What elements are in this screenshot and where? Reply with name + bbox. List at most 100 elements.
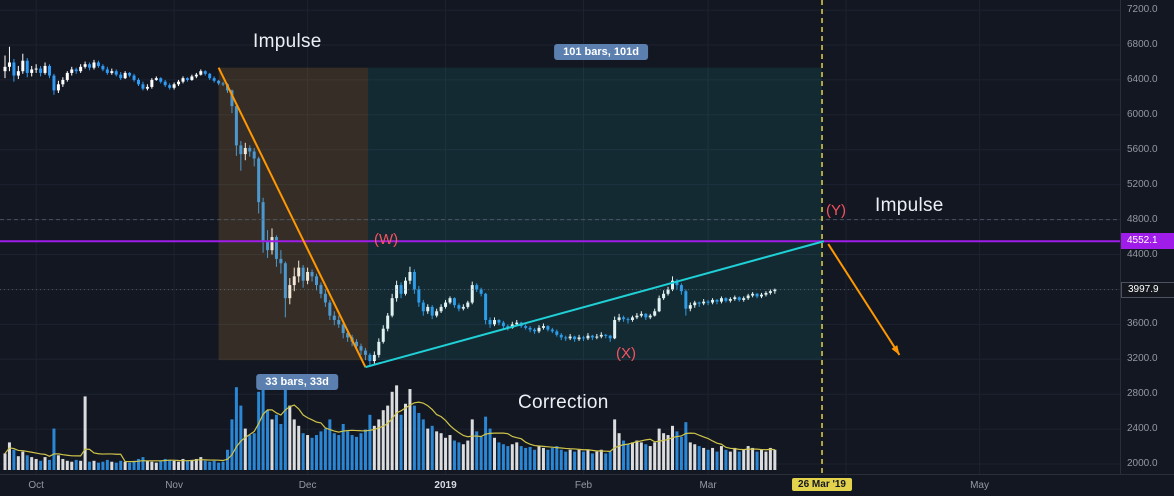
time-axis[interactable]: 26 Mar '19 Oct Nov Dec 2019 Feb Mar May: [0, 474, 1174, 496]
candle-body: [559, 334, 563, 338]
candle-body: [626, 319, 630, 321]
time-axis-label: Nov: [165, 480, 183, 491]
candle-body: [506, 326, 510, 328]
candle-body: [141, 84, 145, 89]
candle-body: [114, 71, 118, 75]
wave-label-x: (X): [616, 345, 636, 362]
candle-body: [555, 331, 559, 335]
candle-body: [39, 68, 43, 73]
volume-bar: [230, 419, 234, 470]
candle-body: [203, 71, 207, 74]
volume-bar: [564, 451, 568, 470]
volume-bar: [630, 442, 634, 470]
volume-bar: [417, 412, 421, 470]
candle-body: [301, 267, 305, 281]
volume-bar: [381, 410, 385, 470]
candle-body: [30, 69, 34, 73]
volume-bar: [212, 460, 216, 470]
volume-bar: [728, 451, 732, 470]
volume-bar: [470, 419, 474, 470]
volume-bar: [323, 428, 327, 470]
candle-body: [154, 78, 158, 80]
candle-body: [550, 329, 554, 332]
volume-bar: [52, 428, 56, 470]
volume-bar: [288, 405, 292, 470]
candle-body: [341, 324, 345, 334]
candle-body: [43, 65, 47, 73]
time-axis-label: 2019: [434, 480, 457, 491]
candle-body: [217, 80, 221, 84]
candle-body: [613, 319, 617, 339]
volume-bar: [684, 422, 688, 470]
candle-body: [221, 83, 225, 85]
candle-body: [662, 293, 666, 299]
candle-body: [261, 202, 265, 242]
candle-body: [390, 298, 394, 316]
volume-bar: [586, 449, 590, 470]
price-axis[interactable]: 4552.1 3997.9 7200.0 6800.0 6400.0 6000.0 56…: [1120, 0, 1174, 474]
volume-bar: [372, 425, 376, 470]
volume-bar: [177, 461, 181, 470]
candle-body: [404, 280, 407, 294]
volume-bar: [16, 456, 20, 470]
volume-bar: [399, 414, 403, 470]
volume-bar: [270, 419, 274, 470]
candle-body: [479, 289, 483, 294]
date-range-badge-101[interactable]: 101 bars, 101d: [554, 44, 648, 60]
alert-price-label: 4552.1: [1121, 233, 1174, 250]
candle-body: [132, 75, 136, 80]
candle-body: [617, 317, 621, 320]
volume-bar: [493, 437, 496, 470]
volume-bar: [74, 459, 78, 470]
volume-bar: [96, 462, 100, 470]
candle-body: [493, 319, 496, 325]
volume-bar: [541, 447, 545, 470]
price-axis-label: 5200.0: [1127, 178, 1158, 190]
candle-body: [306, 271, 310, 281]
range-box-teal: [368, 67, 823, 361]
candle-body: [243, 148, 247, 155]
volume-bar: [70, 461, 74, 470]
volume-bar: [119, 460, 123, 470]
candle-body: [323, 293, 327, 303]
time-axis-label: Mar: [699, 480, 717, 491]
candle-body: [137, 79, 140, 85]
volume-bar: [181, 458, 185, 470]
candle-body: [48, 65, 51, 76]
candle-body: [751, 293, 755, 296]
candle-body: [488, 319, 492, 325]
volume-bar: [7, 442, 11, 470]
volume-bar: [768, 447, 772, 470]
volume-bar: [83, 396, 87, 470]
price-axis-label: 3600.0: [1127, 318, 1158, 330]
candle-body: [208, 73, 212, 79]
volume-bar: [123, 461, 127, 470]
date-range-badge-33[interactable]: 33 bars, 33d: [256, 374, 338, 390]
volume-bar: [546, 449, 550, 470]
volume-bar: [537, 446, 541, 470]
projection-arrow: [827, 243, 901, 356]
candle-body: [266, 241, 270, 251]
candle-body: [52, 75, 56, 91]
volume-bar: [644, 444, 648, 470]
candle-body: [88, 64, 92, 68]
candle-body: [386, 315, 390, 329]
candle-body: [381, 328, 385, 342]
candle-body: [582, 337, 585, 339]
volume-bar: [648, 446, 652, 470]
candle-body: [733, 297, 737, 300]
volume-bar: [604, 453, 608, 470]
candle-body: [346, 333, 350, 338]
candle-body: [577, 337, 581, 340]
candle-body: [70, 69, 74, 73]
candle-body: [274, 237, 278, 259]
volume-bar: [363, 429, 367, 470]
volume-bar: [319, 431, 323, 470]
candle-body: [768, 291, 772, 293]
candle-body: [168, 85, 172, 88]
candle-body: [568, 336, 572, 339]
volume-bar: [550, 447, 554, 470]
volume-bar: [724, 449, 728, 470]
